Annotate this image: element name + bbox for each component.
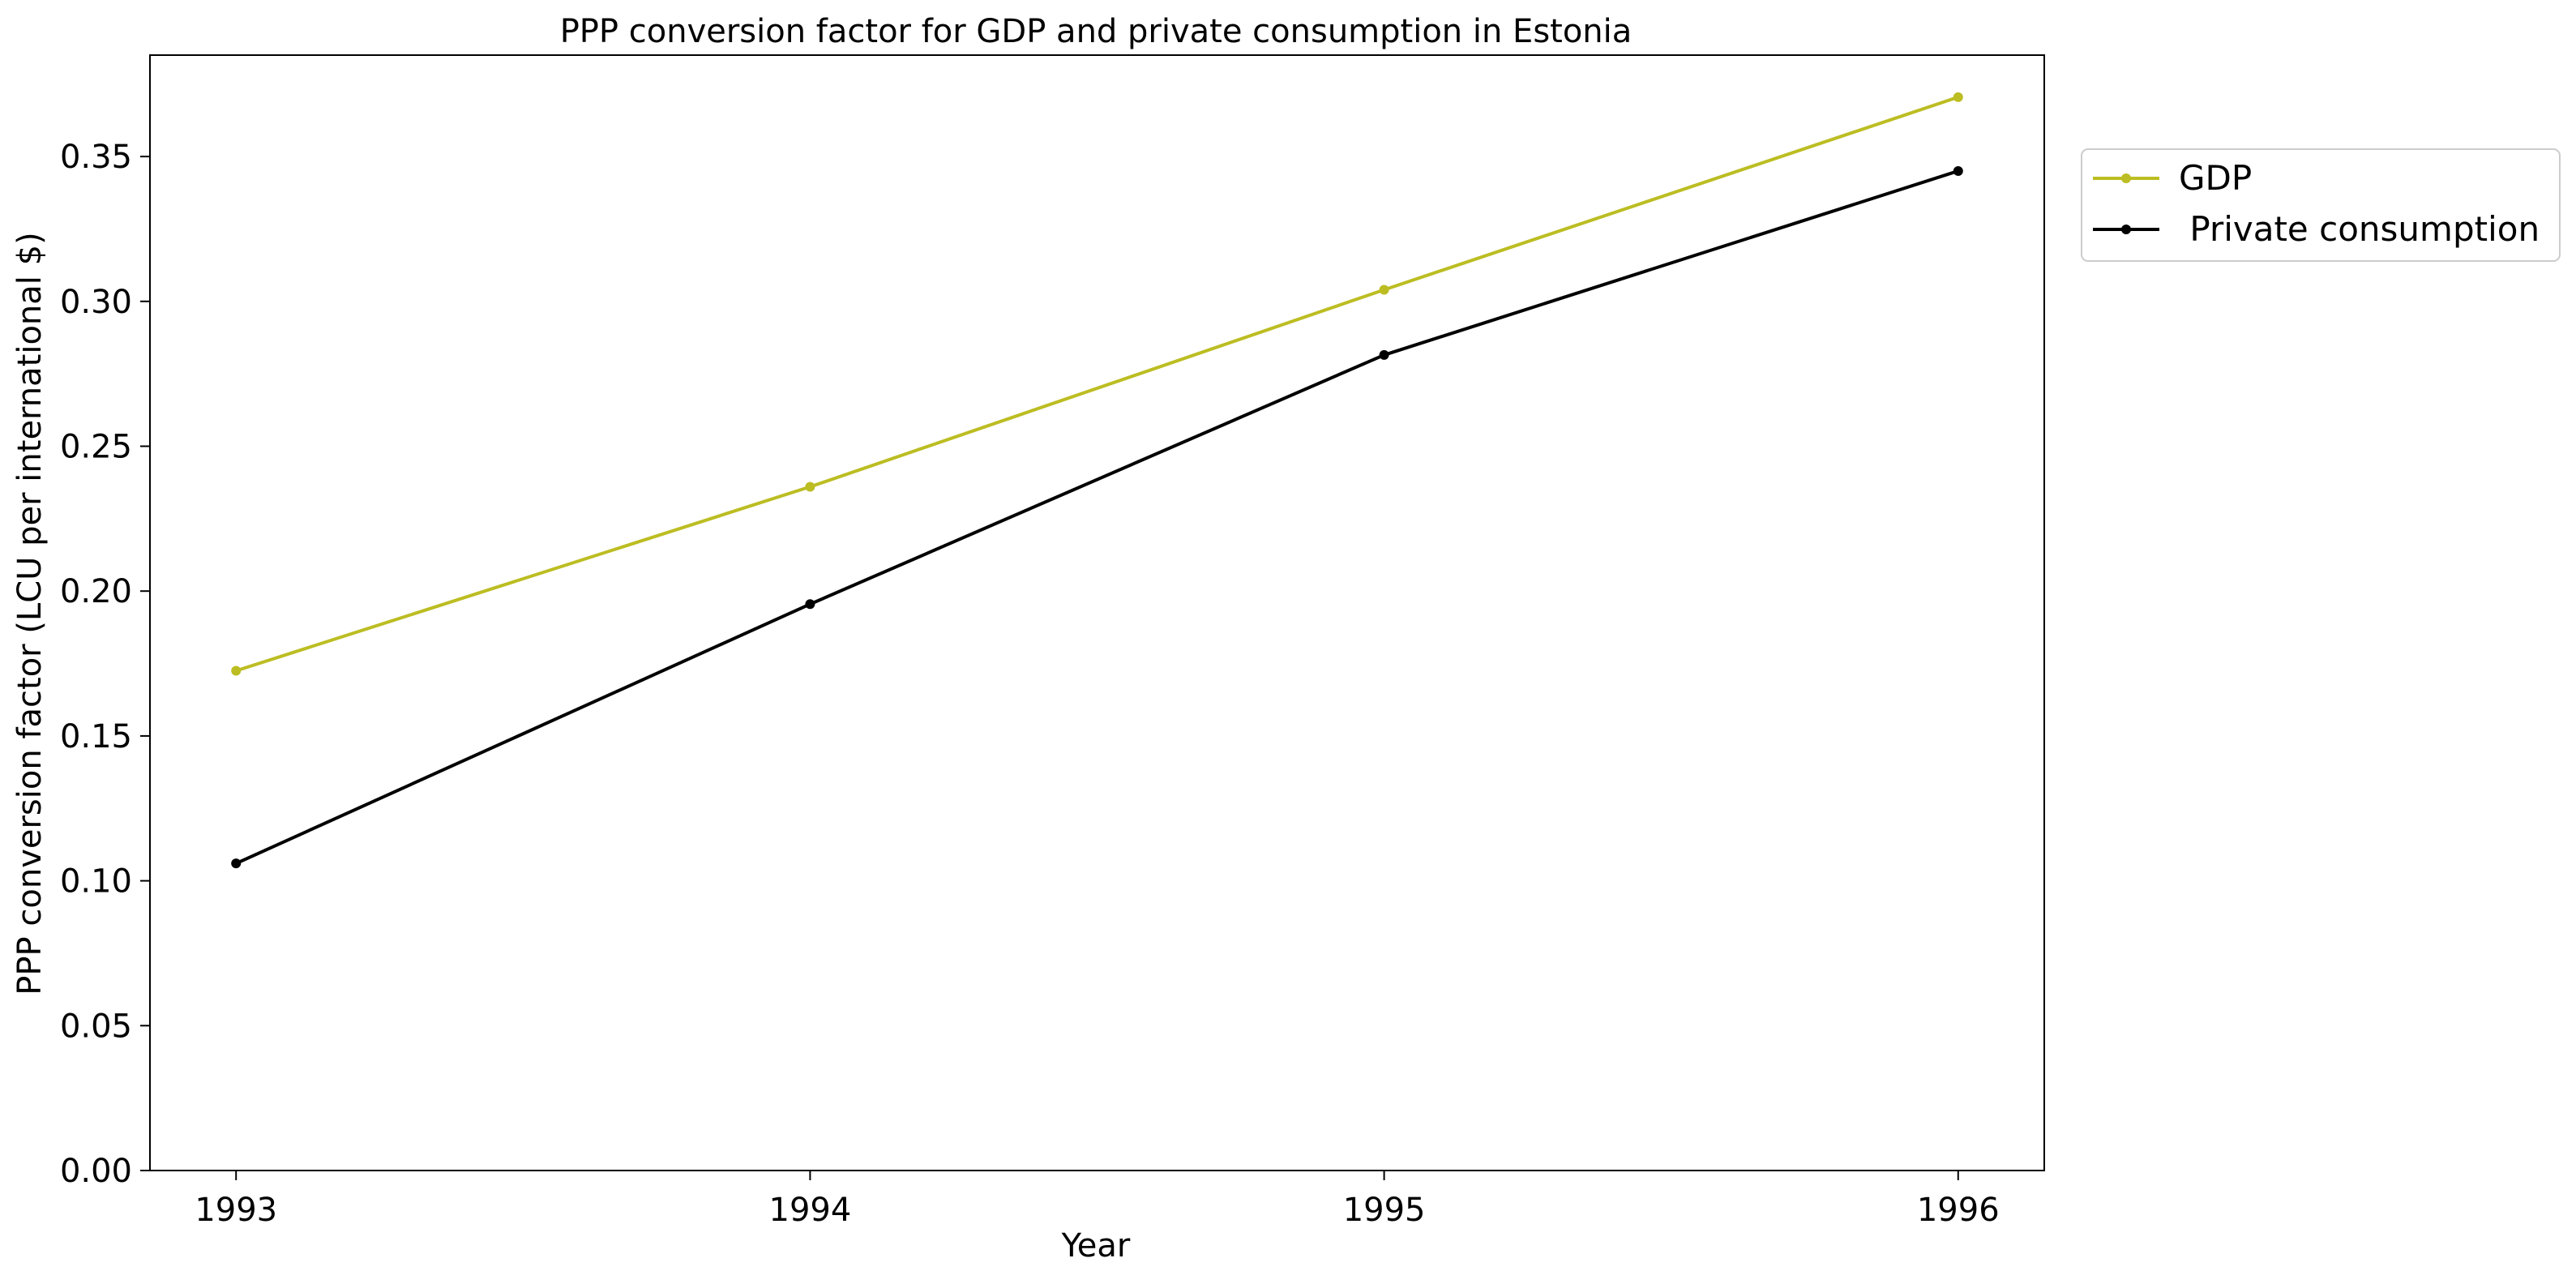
y-tick-label: 0.35 xyxy=(60,139,132,176)
plot-frame xyxy=(149,54,2045,1171)
plot-layer: 0.00 0.05 0.10 0.15 0.20 0.25 0.30 0.35 1993 1994… xyxy=(60,54,2045,1229)
x-tick-label: 1996 xyxy=(1917,1192,2000,1229)
y-tick-label: 0.15 xyxy=(60,718,132,755)
legend-marker-1 xyxy=(2121,225,2131,234)
x-axis-label: Year xyxy=(1061,1227,1131,1265)
legend-box xyxy=(2081,148,2561,262)
series-line-1 xyxy=(235,169,1959,865)
y-tick-label: 0.05 xyxy=(60,1008,132,1045)
legend-label-1: Private consumption xyxy=(2179,209,2540,249)
y-tick-label: 0.25 xyxy=(60,428,132,465)
y-tick-label: 0.30 xyxy=(60,284,132,321)
y-tick-label: 0.00 xyxy=(60,1153,132,1190)
legend: GDP Private consumption xyxy=(2081,148,2561,262)
x-tick-label: 1994 xyxy=(769,1192,852,1229)
x-tick-label: 1995 xyxy=(1343,1192,1426,1229)
y-axis-label: PPP conversion factor (LCU per internati… xyxy=(11,232,49,995)
series-point-0 xyxy=(805,481,815,492)
series-point-0 xyxy=(1379,285,1389,295)
x-tick-label: 1993 xyxy=(195,1192,277,1229)
legend-marker-0 xyxy=(2121,173,2131,183)
series-point-0 xyxy=(1953,92,1963,102)
chart-title: PPP conversion factor for GDP and privat… xyxy=(560,13,1632,50)
series-point-1 xyxy=(1379,349,1389,360)
series-point-1 xyxy=(1953,165,1963,176)
series-point-0 xyxy=(231,666,242,676)
y-tick-label: 0.10 xyxy=(60,863,132,901)
legend-label-0: GDP xyxy=(2179,158,2252,198)
y-tick-label: 0.20 xyxy=(60,573,132,610)
series-line-0 xyxy=(235,95,1959,673)
series-point-1 xyxy=(231,858,242,869)
series-point-1 xyxy=(805,599,815,610)
